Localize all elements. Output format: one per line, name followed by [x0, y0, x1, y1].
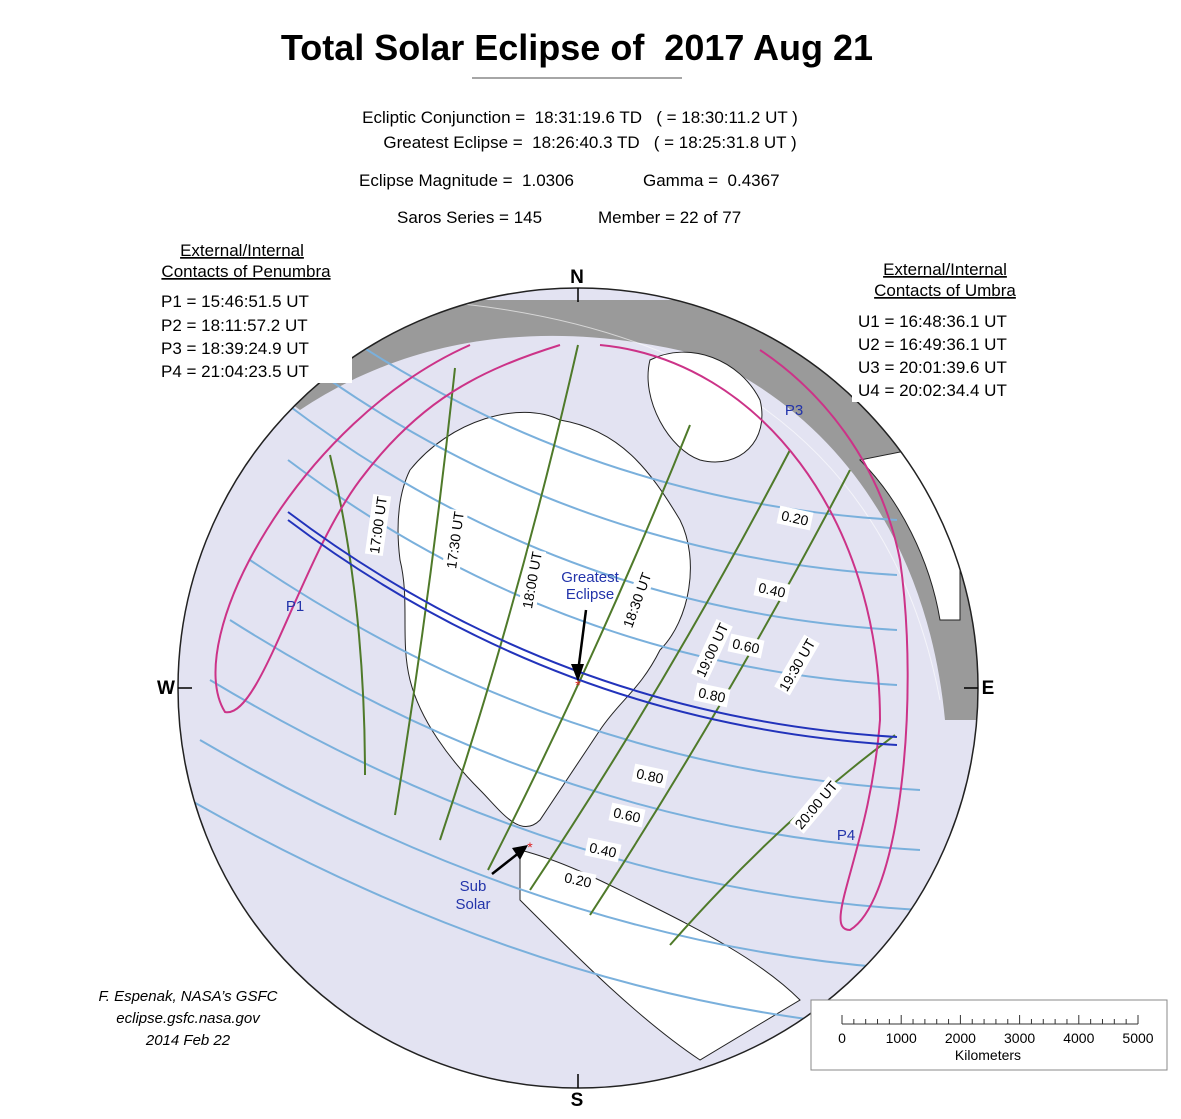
time-label: 17:30 UT: [443, 510, 467, 570]
scale-tick-label: 0: [838, 1030, 846, 1046]
label-bg: [559, 867, 597, 893]
label-bg: [584, 837, 622, 863]
umbra-box: [852, 256, 1058, 402]
scale-tick-label: 2000: [945, 1030, 976, 1046]
magnitude-label: 0.80: [697, 684, 727, 705]
magnitude-label: 0.20: [563, 869, 593, 890]
sub-solar-label: Solar: [455, 896, 490, 913]
umbra-contact: U2 = 16:49:36.1 UT: [858, 335, 1007, 354]
magnitude-labels: 0.20 0.40 0.60 0.80 0.80 0.60 0.40 0.20: [559, 505, 814, 893]
info-line: Saros Series = 145: [397, 208, 542, 227]
umbra-contact: U3 = 20:01:39.6 UT: [858, 358, 1007, 377]
label-bg: [774, 634, 820, 696]
greatest-eclipse-marker: *: [575, 677, 581, 693]
umbra-contact: U1 = 16:48:36.1 UT: [858, 312, 1007, 331]
magnitude-label: 0.80: [635, 765, 665, 786]
label-bg: [631, 763, 669, 789]
label-bg: [691, 619, 733, 681]
compass-label: S: [571, 1090, 584, 1111]
scale-box: [810, 999, 1168, 1071]
info-line: Ecliptic Conjunction = 18:31:19.6 TD ( =…: [362, 108, 798, 127]
penumbra-contact: P2 = 18:11:57.2 UT: [161, 316, 308, 335]
label-bg: [364, 494, 392, 556]
greatest-eclipse-label: Greatest: [561, 569, 619, 586]
label-bg: [693, 682, 731, 708]
scale-tick-label: 4000: [1063, 1030, 1094, 1046]
info-line: Member = 22 of 77: [598, 208, 741, 227]
info-line: Gamma = 0.4367: [643, 171, 780, 190]
globe: [178, 288, 978, 1088]
scale-unit: Kilometers: [955, 1047, 1021, 1063]
time-lines: [329, 344, 896, 946]
time-label: 17:00 UT: [366, 495, 390, 555]
label-bg: [618, 568, 656, 632]
greatest-eclipse-arrow: [576, 609, 588, 673]
compass-label: W: [157, 678, 175, 699]
scale-ticks: 0 1000 2000 3000 4000 5000: [838, 1015, 1154, 1046]
compass-label: E: [982, 678, 995, 699]
greatest-eclipse-label: Eclipse: [566, 586, 614, 603]
penumbra-contact: P1 = 15:46:51.5 UT: [161, 292, 309, 311]
info-line: Greatest Eclipse = 18:26:40.3 TD ( = 18:…: [383, 133, 796, 152]
compass-label: N: [570, 267, 584, 288]
contact-point: P3: [785, 402, 803, 419]
penumbra-limits: [214, 344, 909, 932]
terminator: [419, 299, 941, 701]
night-region: [178, 300, 978, 720]
umbra-contact: U4 = 20:02:34.4 UT: [858, 381, 1007, 400]
arrow-head: [571, 664, 584, 682]
penumbra-title: External/Internal: [180, 241, 304, 260]
scale-tick-label: 5000: [1122, 1030, 1153, 1046]
magnitude-label: 0.40: [757, 579, 787, 600]
scale-tick-label: 1000: [886, 1030, 917, 1046]
label-bg: [789, 776, 843, 834]
penumbra-contact: P4 = 21:04:23.5 UT: [161, 362, 309, 381]
umbra-title: Contacts of Umbra: [874, 281, 1016, 300]
scale-tick-label: 3000: [1004, 1030, 1035, 1046]
credit: F. Espenak, NASA’s GSFC: [99, 988, 278, 1005]
label-bg: [727, 633, 765, 659]
penumbra-title: Contacts of Penumbra: [161, 262, 331, 281]
compass-ticks: [178, 288, 978, 1088]
label-bg: [776, 505, 814, 531]
sub-solar-label: Sub: [460, 878, 487, 895]
penumbra-contact: P3 = 18:39:24.9 UT: [161, 339, 309, 358]
label-bg: [753, 577, 791, 603]
sub-solar-arrow: [491, 851, 521, 875]
magnitude-label: 0.60: [612, 804, 642, 825]
label-bg: [517, 548, 547, 612]
label-bg: [441, 509, 469, 571]
umbra-title: External/Internal: [883, 260, 1007, 279]
contact-point: P4: [837, 827, 855, 844]
magnitude-label: 0.60: [731, 635, 761, 656]
magnitude-label: 0.40: [588, 839, 618, 860]
magnitude-label: 0.20: [780, 507, 810, 528]
arrow-head: [512, 845, 528, 860]
contact-point: P1: [286, 598, 304, 615]
info-line: Eclipse Magnitude = 1.0306: [359, 171, 574, 190]
title: Total Solar Eclipse of 2017 Aug 21: [281, 27, 873, 68]
credit: eclipse.gsfc.nasa.gov: [116, 1010, 261, 1027]
label-bg: [608, 802, 646, 828]
credit: 2014 Feb 22: [145, 1032, 231, 1049]
penumbra-box: [140, 238, 352, 383]
sub-solar-marker: *: [527, 839, 533, 855]
